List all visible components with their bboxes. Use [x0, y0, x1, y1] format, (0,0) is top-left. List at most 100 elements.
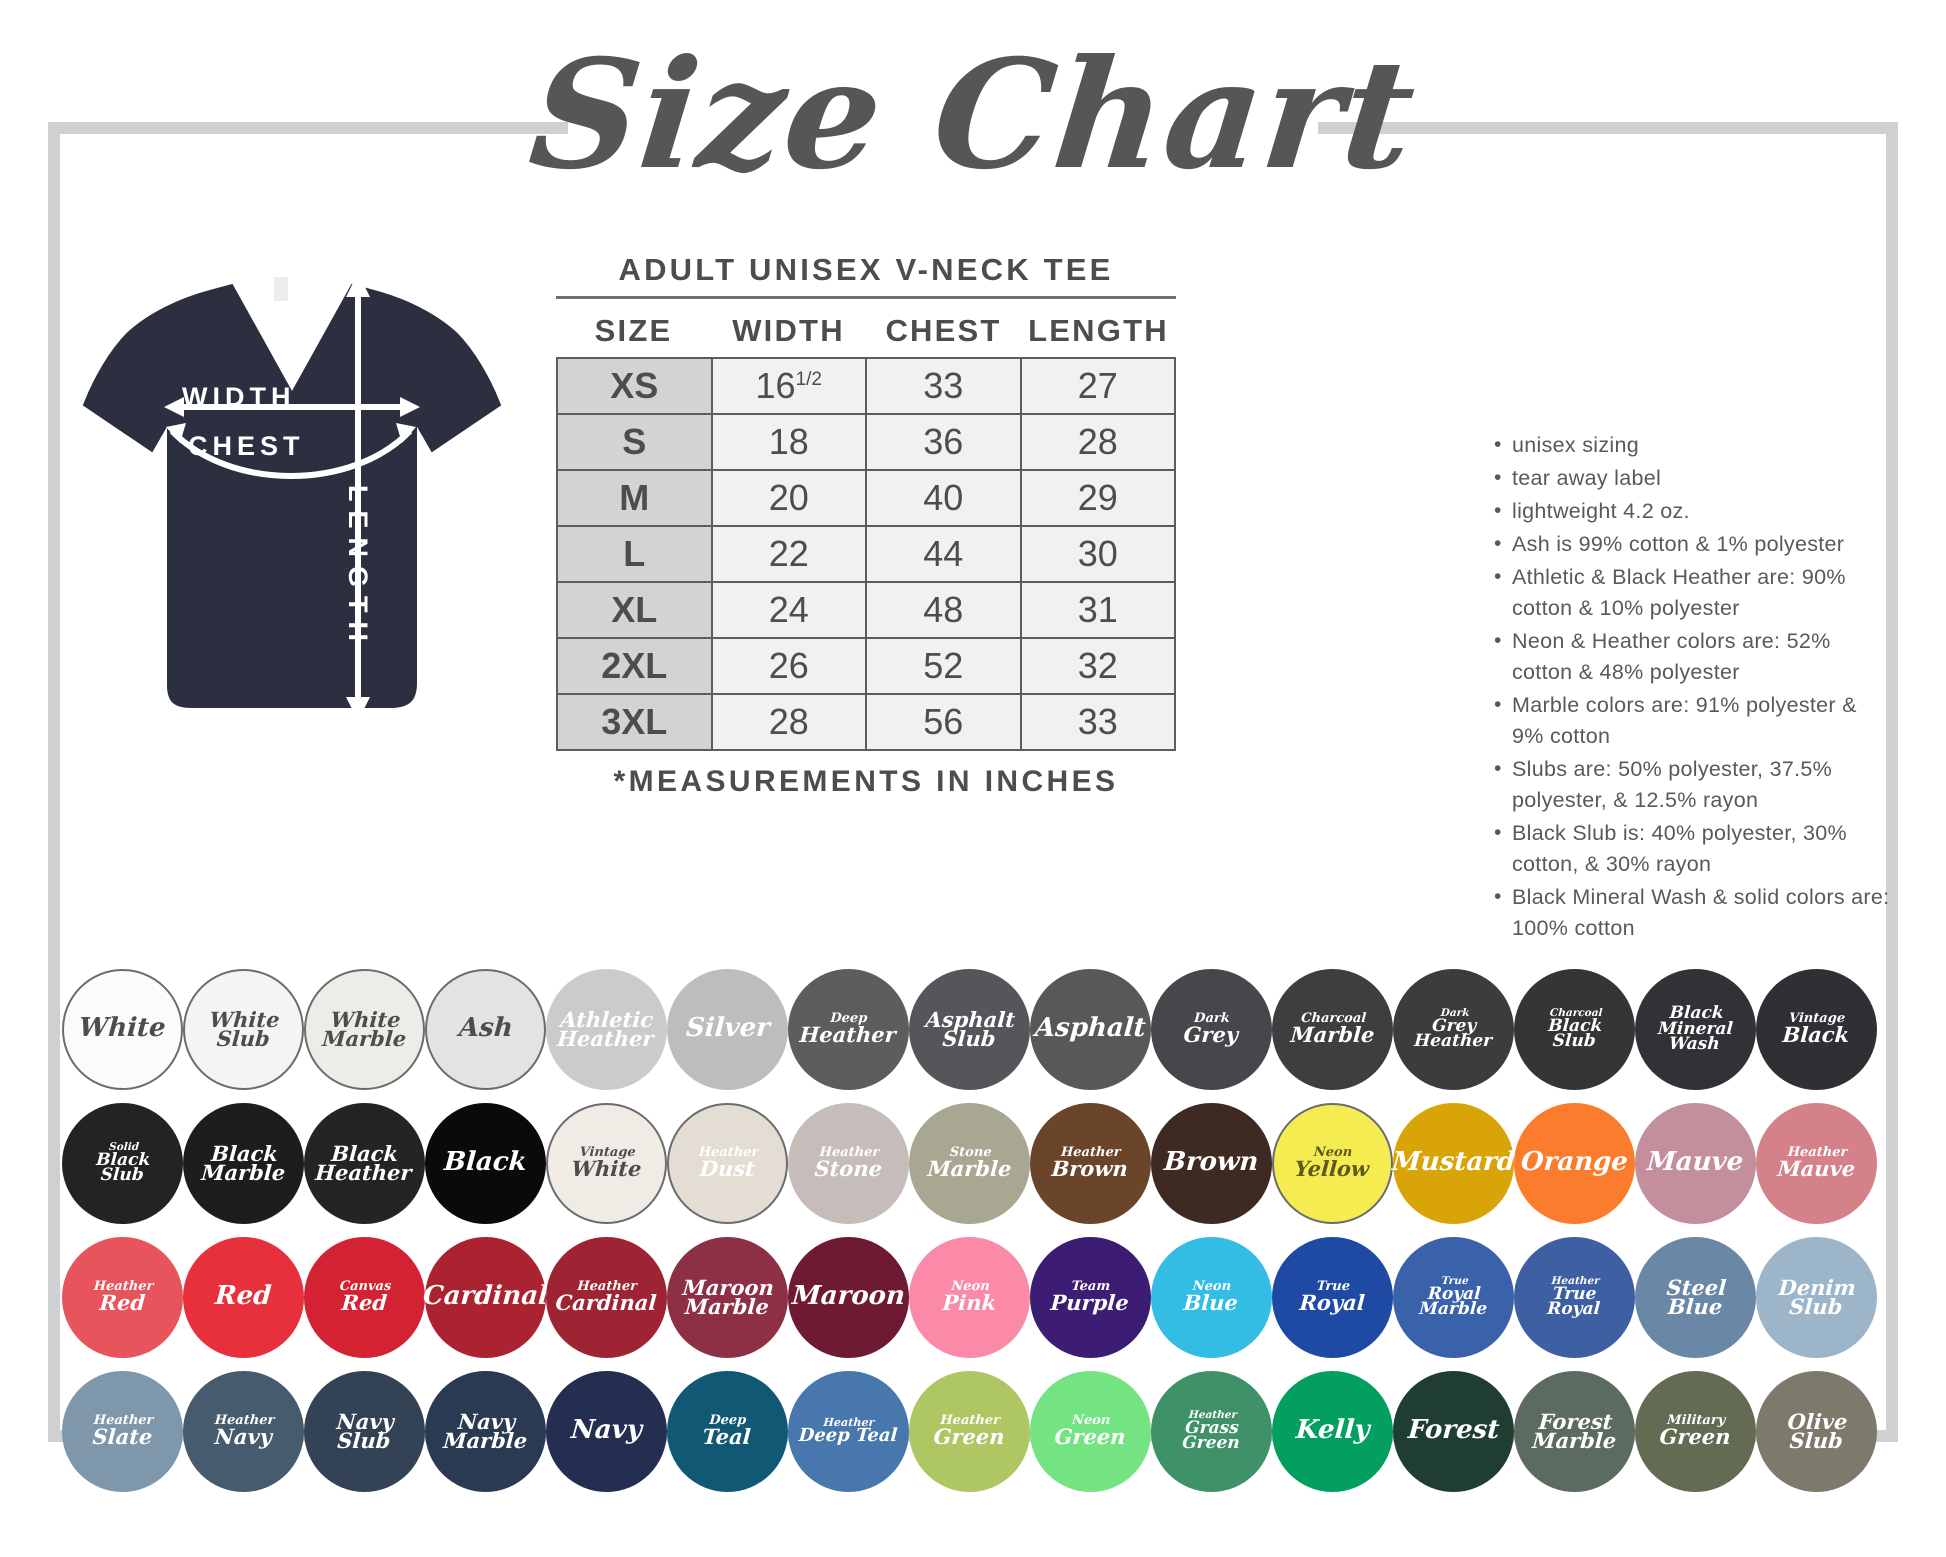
shirt-width-label: WIDTH	[182, 382, 296, 412]
swatch-label-line: Maroon	[791, 1281, 907, 1312]
swatch-label-line: Ash	[457, 1013, 514, 1044]
color-swatch[interactable]: Heather Cardinal	[546, 1236, 667, 1358]
color-swatch[interactable]: Navy Slub	[304, 1370, 425, 1492]
swatch-label-line: Mauve	[1776, 1156, 1856, 1182]
color-swatch[interactable]: Heather Dust	[667, 1102, 788, 1224]
cell-length: 29	[1019, 469, 1176, 527]
color-swatch[interactable]: Dark Grey	[1151, 968, 1272, 1090]
color-swatch[interactable]: Heather Mauve	[1756, 1102, 1877, 1224]
color-swatch[interactable]: Black Heather	[304, 1102, 425, 1224]
color-swatch[interactable]: Orange	[1514, 1102, 1635, 1224]
color-swatch[interactable]: Vintage Black	[1756, 968, 1877, 1090]
swatch-label-line: Slub	[336, 1428, 392, 1453]
swatch-label-line: Slate	[91, 1424, 153, 1450]
color-swatch[interactable]: Heather Green	[909, 1370, 1030, 1492]
color-swatch[interactable]: Dark Grey Heather	[1393, 968, 1514, 1090]
color-swatch[interactable]: Navy Marble	[425, 1370, 546, 1492]
color-swatch[interactable]: Steel Blue	[1635, 1236, 1756, 1358]
tshirt-svg	[82, 273, 502, 721]
color-swatch[interactable]: Heather Brown	[1030, 1102, 1151, 1224]
swatch-label-line: Dust	[698, 1156, 756, 1182]
table-row: XS 161/2 33 27	[556, 357, 1176, 415]
swatch-label-line: White	[78, 1013, 167, 1044]
color-swatch[interactable]: Black Marble	[183, 1102, 304, 1224]
color-swatch[interactable]: Heather Navy	[183, 1370, 304, 1492]
color-swatch[interactable]: Solid Black Slub	[62, 1102, 183, 1224]
color-swatch[interactable]: Forest Marble	[1514, 1370, 1635, 1492]
color-swatch[interactable]: Mauve	[1635, 1102, 1756, 1224]
color-swatch[interactable]: Deep Heather	[788, 968, 909, 1090]
fabric-note-item: Athletic & Black Heather are: 90% cotton…	[1492, 561, 1892, 624]
color-swatch[interactable]: Charcoal Black Slub	[1514, 968, 1635, 1090]
swatch-label-line: Black	[443, 1147, 528, 1178]
color-swatch[interactable]: Navy	[546, 1370, 667, 1492]
color-swatch[interactable]: Neon Blue	[1151, 1236, 1272, 1358]
color-swatch[interactable]: Neon Green	[1030, 1370, 1151, 1492]
swatch-label-line: Green	[1181, 1432, 1241, 1453]
column-header-width: WIDTH	[732, 313, 845, 348]
cell-width: 28	[710, 693, 867, 751]
color-swatch[interactable]: Asphalt Slub	[909, 968, 1030, 1090]
color-swatch[interactable]: Neon Yellow	[1272, 1102, 1393, 1224]
color-swatch[interactable]: Neon Pink	[909, 1236, 1030, 1358]
color-swatch[interactable]: Charcoal Marble	[1272, 968, 1393, 1090]
color-swatch[interactable]: Maroon	[788, 1236, 909, 1358]
color-swatch[interactable]: Forest	[1393, 1370, 1514, 1492]
swatch-row: Solid Black Slub Black Marble Black Heather Bla…	[62, 1096, 1882, 1230]
color-swatch[interactable]: Military Green	[1635, 1370, 1756, 1492]
color-swatch[interactable]: Black	[425, 1102, 546, 1224]
color-swatch[interactable]: True Royal Marble	[1393, 1236, 1514, 1358]
color-swatch[interactable]: Kelly	[1272, 1370, 1393, 1492]
color-swatch[interactable]: Silver	[667, 968, 788, 1090]
color-swatch[interactable]: Deep Teal	[667, 1370, 788, 1492]
color-swatch[interactable]: Ash	[425, 968, 546, 1090]
color-swatch[interactable]: Canvas Red	[304, 1236, 425, 1358]
fabric-note-item: unisex sizing	[1492, 429, 1892, 461]
color-swatch[interactable]: Heather True Royal	[1514, 1236, 1635, 1358]
cell-chest: 48	[865, 581, 1022, 639]
swatch-row: Heather Red Red Canvas Red Cardinal Heather Car…	[62, 1230, 1882, 1364]
color-swatch[interactable]: Mustard	[1391, 1102, 1516, 1224]
page-title: Size Chart	[522, 27, 1424, 203]
swatch-label-line: Deep Teal	[798, 1424, 899, 1446]
color-swatch[interactable]: Olive Slub	[1756, 1370, 1877, 1492]
color-swatch[interactable]: Athletic Heather	[546, 968, 667, 1090]
swatch-label-line: Blue	[1183, 1290, 1240, 1316]
color-swatch[interactable]: Cardinal	[422, 1236, 549, 1358]
swatch-label-line: Asphalt	[1034, 1013, 1147, 1044]
color-swatch[interactable]: Heather Slate	[62, 1370, 183, 1492]
swatch-label-line: Blue	[1666, 1294, 1723, 1319]
color-swatch[interactable]: White	[62, 968, 183, 1090]
table-row: 2XL 26 52 32	[556, 637, 1176, 695]
fabric-notes-list: unisex sizingtear away labellightweight …	[1492, 429, 1892, 944]
color-swatch[interactable]: Heather Stone	[788, 1102, 909, 1224]
swatch-label-line: White	[570, 1156, 642, 1182]
color-swatch[interactable]: White Slub	[183, 968, 304, 1090]
swatch-label-line: Heather	[1413, 1030, 1493, 1051]
color-swatch[interactable]: Asphalt	[1030, 968, 1151, 1090]
cell-width: 22	[710, 525, 867, 583]
color-swatch[interactable]: True Royal	[1272, 1236, 1393, 1358]
color-swatch[interactable]: Black Mineral Wash	[1635, 968, 1756, 1090]
color-swatch[interactable]: Maroon Marble	[667, 1236, 788, 1358]
swatch-label-line: Kelly	[1294, 1415, 1371, 1446]
color-swatch[interactable]: Team Purple	[1030, 1236, 1151, 1358]
color-swatch[interactable]: Heather Grass Green	[1151, 1370, 1272, 1492]
column-header-size: SIZE	[594, 313, 673, 348]
swatch-label-line: Orange	[1520, 1147, 1630, 1178]
color-swatch[interactable]: Heather Red	[62, 1236, 183, 1358]
swatch-label-line: Silver	[684, 1013, 771, 1044]
cell-chest: 44	[865, 525, 1022, 583]
color-swatch[interactable]: Vintage White	[546, 1102, 667, 1224]
swatch-label-line: Slub	[215, 1026, 271, 1051]
size-table-heading: ADULT UNISEX V-NECK TEE	[556, 252, 1176, 299]
color-swatch[interactable]: White Marble	[304, 968, 425, 1090]
color-swatch[interactable]: Heather Deep Teal	[788, 1370, 909, 1492]
color-swatch[interactable]: Stone Marble	[909, 1102, 1030, 1224]
color-swatch[interactable]: Denim Slub	[1756, 1236, 1877, 1358]
color-swatch[interactable]: Red	[183, 1236, 304, 1358]
swatch-label-line: Brown	[1163, 1147, 1260, 1178]
cell-length: 31	[1019, 581, 1176, 639]
color-swatch[interactable]: Brown	[1151, 1102, 1272, 1224]
